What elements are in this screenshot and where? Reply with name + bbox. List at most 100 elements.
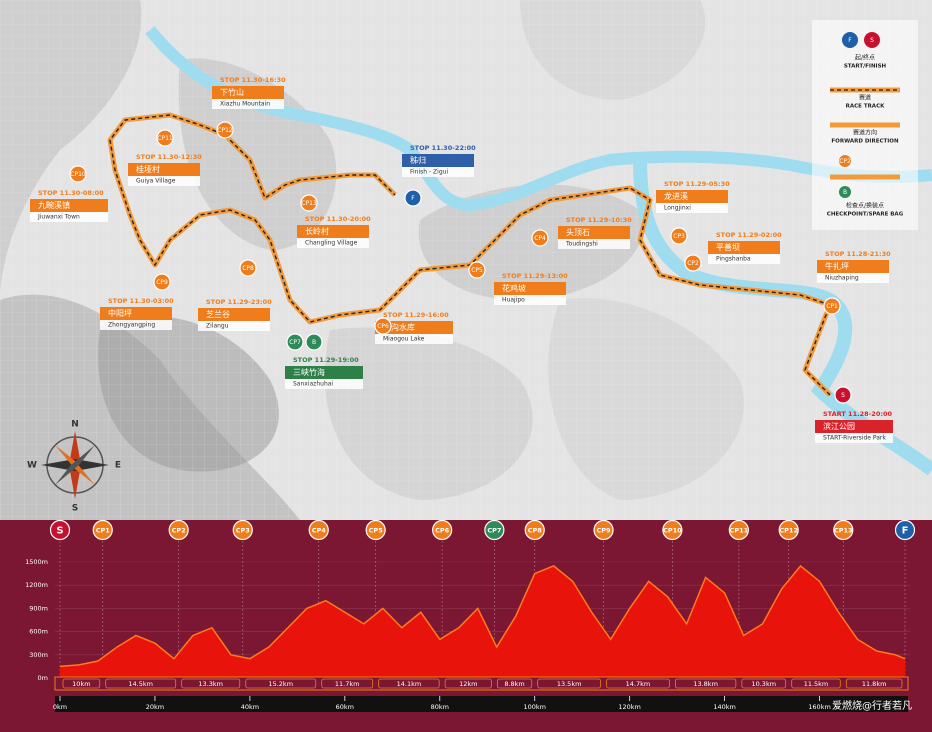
checkpoint-marker-label: CP10 [663,527,682,535]
station-name: 九畹溪镇 [38,200,70,210]
segment-label: 11.5km [804,680,829,688]
station-name: 庙沟水库 [383,322,415,332]
station-time: STOP 11.30-08:00 [38,189,104,197]
legend-mark-label: B [843,189,847,196]
checkpoint [684,254,702,272]
watermark: 爱燃烧@行者若凡 [832,699,912,712]
compass-letter: S [72,504,78,514]
checkpoint [823,297,841,315]
checkpoint-marker [778,519,799,541]
x-tick-label: 100km [523,703,546,711]
route [107,112,833,397]
station-time: STOP 11.29-10:30 [566,216,632,224]
checkpoint [468,261,486,279]
station-name: 花鸡坡 [502,283,526,293]
x-tick-label: 140km [713,703,736,711]
checkpoint-marker [484,519,505,541]
legend-mark [842,32,858,48]
checkpoint-marker [833,519,854,541]
segment [741,678,787,689]
station-name: 滨江公园 [823,421,855,431]
checkpoint-marker [894,519,916,541]
checkpoint-marker-label: CP6 [435,527,450,535]
checkpoint-label: CP8 [242,265,254,272]
station-sub [297,238,369,248]
checkpoint-marker [662,519,683,541]
segment-strip [54,676,909,691]
station-name: 中阳坪 [108,308,132,318]
segment-label: 13.3km [198,680,223,688]
station-name: 秭归 [410,155,426,165]
checkpoint-marker [49,519,71,541]
station-en: Toudingshi [565,241,598,248]
checkpoint [153,273,171,291]
station-box [375,321,453,334]
checkpoint [239,259,257,277]
station-name: 牛扎坪 [825,261,849,271]
checkpoint-marker-label: S [56,526,63,537]
station-time: STOP 11.30-16:30 [220,76,286,84]
segment-label: 14.5km [128,680,153,688]
station-name: 三峡竹海 [293,367,325,377]
checkpoint-marker [308,519,329,541]
station-sub [100,320,172,330]
station-time: STOP 11.30-20:00 [305,215,371,223]
checkpoint-label: CP2 [687,260,699,267]
station-sub [375,334,453,344]
checkpoint-marker-label: CP5 [369,527,384,535]
station-name: 平善坝 [716,242,740,252]
checkpoint-label: CP9 [156,279,168,286]
legend-mark-label: F [848,37,852,44]
segment [378,678,440,689]
station-en: START-Riverside Park [823,435,886,442]
station-box [656,190,728,203]
station-sub [212,99,284,109]
segment [537,678,601,689]
segment [791,678,841,689]
y-tick-label: 600m [29,628,48,636]
compass-letter: N [71,420,79,430]
legend-items: F S CP2 B 起/终点 START/FINISH 赛道 RACE TRACK 赛道方向 FO… [827,32,904,218]
checkpoint-marker-label: CP1 [96,527,111,535]
station-en: Huajipo [502,297,525,304]
segment-label: 14.7km [626,680,651,688]
legend-mark-label: CP2 [839,158,851,165]
station-sub [402,167,474,177]
station-en: Longjinxi [664,205,691,212]
x-tick-label: 0km [53,703,67,711]
legend-zh: 检查点/换装点 [846,202,884,210]
checkpoint [286,333,304,351]
checkpoint-marker-label: CP4 [312,527,327,535]
station-time: STOP 11.30-03:00 [108,297,174,305]
checkpoint-label: CP5 [471,267,483,274]
station-en: Zilangu [206,323,229,330]
segment-label: 13.8km [693,680,718,688]
segment-label: 11.8km [862,680,887,688]
map-grid [0,0,932,520]
station-box [297,225,369,238]
station-sub [815,433,893,443]
station-sub [817,273,889,283]
station-box [402,154,474,167]
y-tick-label: 1500m [25,558,48,566]
segment [845,678,903,689]
checkpoint-marker-label: CP12 [779,527,798,535]
segment [181,678,241,689]
station-box [558,226,630,239]
station-en: Xiazhu Mountain [220,101,270,108]
legend-en: RACE TRACK [846,104,885,110]
segment [105,678,177,689]
checkpoint [670,227,688,245]
station-sub [198,321,270,331]
station-sub [708,254,780,264]
checkpoint-label: CP1 [826,303,838,310]
checkpoint-label: B [312,339,316,346]
x-tick-label: 60km [336,703,354,711]
checkpoint [216,121,234,139]
y-tick-label: 300m [29,651,48,659]
segment [496,678,533,689]
checkpoint-marker-label: CP2 [172,527,186,535]
station-time: STOP 11.29-13:00 [502,272,568,280]
checkpoint-marker [365,519,386,541]
